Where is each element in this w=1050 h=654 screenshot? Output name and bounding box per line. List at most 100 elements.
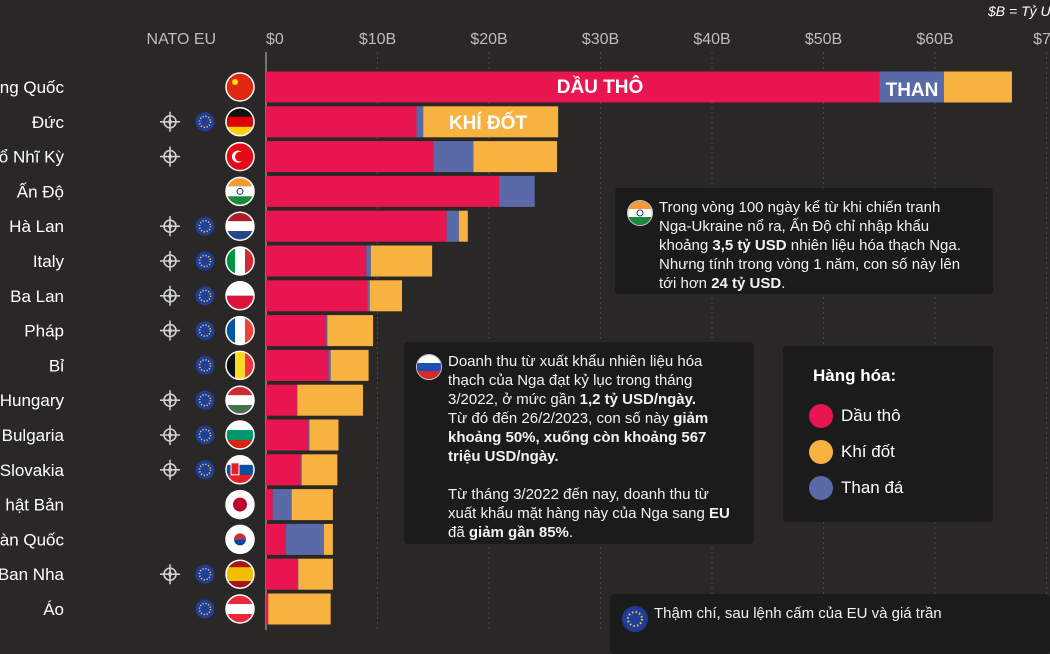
india-note-line5: tới hơn 24 tỷ USD. — [659, 275, 786, 292]
nato-icon — [160, 320, 180, 341]
country-flag-icon — [225, 524, 255, 555]
eu-note: Thậm chí, sau lệnh cấm của EU và giá trầ… — [610, 594, 1050, 654]
bar-segment — [309, 419, 339, 451]
nato-icon — [160, 459, 180, 480]
bar-segment — [268, 593, 331, 625]
country-flag-icon — [225, 107, 255, 137]
country-label: Ba Lan — [10, 287, 64, 306]
country-label: àn Quốc — [0, 530, 64, 549]
eu-flag-icon — [622, 606, 648, 632]
legend: Hàng hóa: Dầu thô Khí đốt Than đá — [783, 346, 993, 522]
eu-icon — [195, 390, 215, 410]
bar-segment — [291, 489, 333, 521]
eu-icon — [195, 251, 215, 271]
country-flag-icon — [225, 281, 255, 311]
x-tick-label: $50B — [805, 31, 842, 48]
eu-icon — [195, 112, 215, 132]
x-tick-label: $0 — [266, 31, 284, 48]
x-tick-label: $70 — [1033, 31, 1050, 48]
nato-icon — [160, 390, 180, 411]
bar-segment — [366, 245, 371, 277]
coal-swatch — [809, 476, 833, 500]
country-flag-icon — [225, 420, 255, 450]
bar-segment — [370, 245, 433, 277]
bar-segment — [327, 315, 374, 347]
bar-segment — [446, 210, 459, 242]
bar-segment — [266, 245, 367, 277]
country-label: Áo — [43, 600, 64, 619]
bar-segment — [297, 384, 364, 416]
bar-segment — [266, 280, 368, 312]
nato-icon — [160, 251, 180, 271]
eu-icon — [195, 599, 215, 619]
oil-swatch — [809, 404, 833, 428]
russia-note-line3: 3/2022, ở mức gần 1,2 tỷ USD/ngày. — [448, 391, 697, 408]
india-note-line3: khoảng 3,5 tỷ USD nhiên liệu hóa thạch N… — [659, 237, 961, 254]
bar-segment — [266, 489, 273, 521]
bar-segment — [473, 141, 558, 173]
x-tick-label: $30B — [582, 31, 619, 48]
russia-note-line2: thạch của Nga đạt kỷ lục trong tháng — [448, 372, 693, 389]
x-tick-label: $10B — [359, 31, 396, 48]
india-note: Trong vòng 100 ngày kể từ khi chiến tran… — [615, 188, 993, 294]
country-label: Đức — [32, 113, 65, 132]
eu-icon — [195, 425, 215, 445]
country-flag-icon — [225, 594, 255, 624]
bar-segment — [266, 71, 880, 103]
country-rows: ng Quốc Đức ổ Nhĩ Kỳ Ấn Độ Hà Lan Italy Ba Lan… — [0, 72, 255, 624]
country-label: ổ Nhĩ Kỳ — [0, 148, 64, 167]
eu-icon — [195, 286, 215, 306]
eu-icon — [195, 355, 215, 375]
bar-segment — [266, 141, 434, 173]
country-label: Ban Nha — [0, 565, 65, 584]
bar-segment — [266, 558, 298, 590]
russia-note-line8: xuất khẩu mặt hàng này của Nga sang EU — [448, 505, 730, 522]
india-note-line1: Trong vòng 100 ngày kể từ khi chiến tran… — [659, 199, 941, 216]
bar-segment — [266, 523, 287, 555]
country-flag-icon — [225, 489, 255, 520]
russia-note-line6: triệu USD/ngày. — [448, 448, 559, 465]
bar-segment — [499, 175, 535, 207]
country-label: Pháp — [24, 322, 64, 341]
bar-label-coal: THAN — [886, 80, 939, 101]
eu-icon — [195, 216, 215, 236]
country-label: Hungary — [0, 391, 64, 410]
russia-note: Doanh thu từ xuất khẩu nhiên liệu hóa th… — [404, 342, 754, 544]
country-label: Bulgaria — [2, 426, 65, 445]
bar-segment — [266, 210, 447, 242]
nato-icon — [160, 285, 180, 306]
nato-header: NATO — [147, 31, 190, 48]
bar-segment — [266, 349, 329, 381]
legend-item-coal: Than đá — [809, 476, 903, 500]
bar-segment — [266, 593, 269, 625]
eu-note-line1: Thậm chí, sau lệnh cấm của EU và giá trầ… — [654, 605, 942, 622]
nato-icon — [160, 564, 180, 585]
eu-icon — [195, 321, 215, 341]
bar-segment — [369, 280, 403, 312]
country-flag-icon — [225, 211, 255, 241]
country-flag-icon — [225, 72, 255, 102]
russia-note-line1: Doanh thu từ xuất khẩu nhiên liệu hóa — [448, 353, 703, 370]
country-flag-icon — [225, 315, 255, 346]
russia-note-line9: đã giảm gần 85%. — [448, 524, 574, 541]
bar-segment — [879, 71, 944, 103]
russia-note-line5: khoảng 50%, xuống còn khoảng 567 — [448, 429, 707, 446]
bar-segment — [266, 384, 298, 416]
country-flag-icon — [225, 350, 255, 381]
bar-label-gas: KHÍ ĐỐT — [449, 112, 528, 134]
india-note-line4: Nhưng tính trong vòng 1 năm, con số này … — [659, 256, 961, 273]
bar-segment — [416, 106, 424, 138]
bars — [266, 71, 1012, 625]
nato-icon — [160, 146, 180, 167]
bar-segment — [286, 523, 324, 555]
bar-segment — [266, 419, 309, 451]
fossil-fuel-import-chart: $0 $10B $20B $30B $40B $50B $60B $70 NATO EU $B… — [0, 3, 1050, 630]
bar-segment — [458, 210, 468, 242]
gas-swatch — [809, 440, 833, 464]
bar-segment — [297, 558, 299, 590]
legend-item-oil: Dầu thô — [809, 404, 901, 428]
country-label: ng Quốc — [0, 78, 64, 97]
country-flag-icon — [225, 559, 255, 589]
bar-segment — [301, 454, 338, 486]
country-label: Bỉ — [49, 356, 64, 375]
